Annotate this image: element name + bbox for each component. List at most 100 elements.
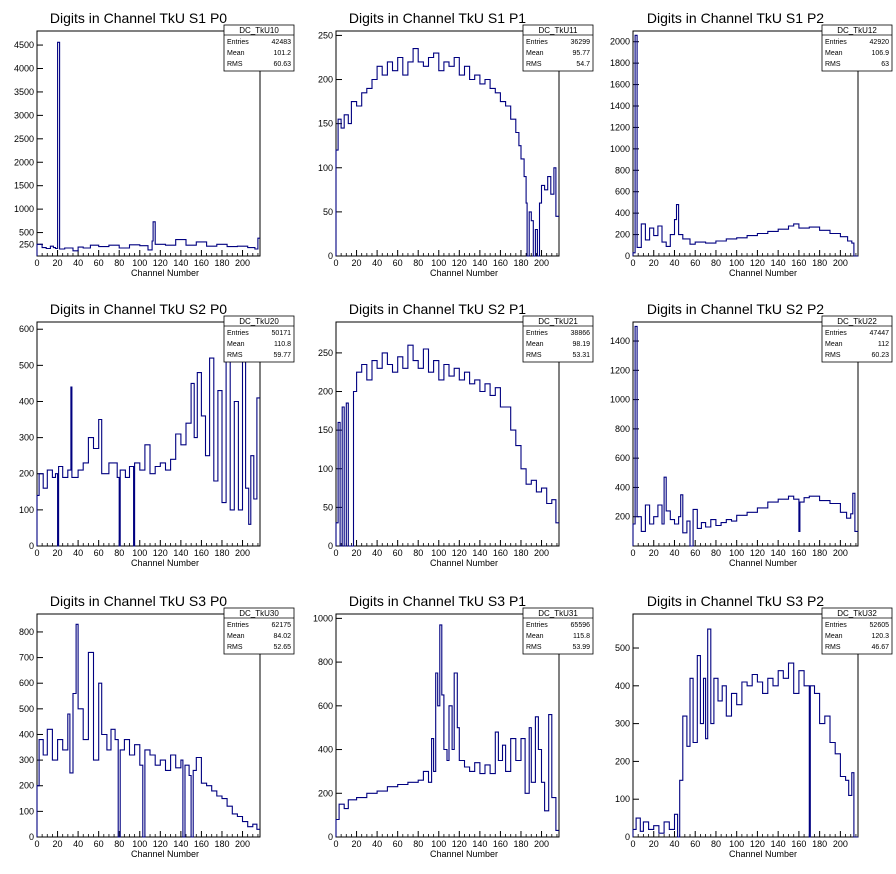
stats-label: Entries: [825, 39, 847, 46]
x-axis-label: Channel Number: [729, 849, 797, 859]
stats-value: 52.65: [273, 644, 291, 651]
y-tick-label: 600: [615, 453, 630, 463]
x-tick-label: 60: [94, 548, 104, 558]
x-tick-label: 60: [690, 258, 700, 268]
x-tick-label: 20: [352, 839, 362, 849]
y-tick-label: 400: [615, 482, 630, 492]
y-tick-label: 500: [19, 228, 34, 238]
plot-frame: [632, 321, 859, 547]
x-tick-label: 80: [413, 258, 423, 268]
stats-value: 106.9: [871, 50, 889, 57]
chart-title: Digits in Channel TkU S1 P0: [50, 10, 227, 26]
stats-value: 42920: [870, 39, 890, 46]
x-tick-label: 20: [649, 548, 659, 558]
stats-value: 84.02: [273, 633, 291, 640]
stats-histogram-name: DC_TkU32: [837, 609, 877, 618]
y-tick-label: 200: [615, 230, 630, 240]
stats-box: DC_TkU12 Entries 42920 Mean 106.9 RMS 63: [821, 24, 893, 72]
y-tick-label: 0: [328, 251, 333, 261]
x-tick-label: 40: [372, 258, 382, 268]
histogram-panel: Digits in Channel TkU S2 P0 0 20 40 60 80 100 1…: [19, 301, 295, 568]
plot-frame: [335, 321, 560, 547]
stats-histogram-name: DC_TkU12: [837, 26, 877, 35]
x-tick-label: 0: [333, 258, 338, 268]
stats-box: DC_TkU22 Entries 47447 Mean 112 RMS 60.23: [821, 315, 893, 363]
y-tick-label: 100: [318, 163, 333, 173]
x-tick-label: 180: [513, 258, 528, 268]
x-tick-label: 100: [431, 548, 446, 558]
stats-value: 112: [878, 341, 889, 348]
plot-frame: [632, 613, 859, 838]
histogram-series: [632, 628, 858, 838]
y-tick-label: 1400: [610, 336, 630, 346]
x-tick-label: 80: [114, 258, 124, 268]
stats-histogram-name: DC_TkU10: [239, 26, 279, 35]
x-tick-label: 120: [750, 548, 765, 558]
histogram-panel: Digits in Channel TkU S2 P2 0 20 40 60 80 100 1…: [610, 301, 893, 568]
stats-histogram-name: DC_TkU21: [538, 317, 578, 326]
stats-value: 53.31: [572, 352, 590, 359]
y-tick-label: 300: [19, 755, 34, 765]
x-tick-label: 120: [153, 839, 168, 849]
y-tick-label: 2000: [14, 157, 34, 167]
stats-box: DC_TkU10 Entries 42483 Mean 101.2 RMS 60.63: [223, 24, 295, 72]
chart-title: Digits in Channel TkU S1 P2: [647, 10, 824, 26]
y-tick-label: 500: [615, 643, 630, 653]
x-tick-label: 120: [452, 258, 467, 268]
plot-frame: [36, 30, 261, 257]
histogram-panel: Digits in Channel TkU S3 P1 0 20 40 60 80 100 1…: [313, 593, 594, 859]
x-tick-label: 20: [352, 258, 362, 268]
x-tick-label: 40: [669, 258, 679, 268]
y-tick-label: 4500: [14, 40, 34, 50]
x-tick-label: 100: [431, 839, 446, 849]
stats-label: RMS: [825, 61, 841, 68]
stats-label: RMS: [526, 352, 542, 359]
y-tick-label: 200: [318, 75, 333, 85]
x-tick-label: 0: [630, 258, 635, 268]
y-tick-label: 0: [29, 541, 34, 551]
x-tick-label: 160: [194, 548, 209, 558]
y-tick-label: 400: [318, 745, 333, 755]
x-tick-label: 80: [114, 839, 124, 849]
y-tick-label: 1500: [14, 181, 34, 191]
y-tick-label: 150: [318, 425, 333, 435]
x-tick-label: 100: [729, 839, 744, 849]
y-tick-label: 1000: [14, 204, 34, 214]
x-axis-label: Channel Number: [131, 558, 199, 568]
y-tick-label: 250: [318, 30, 333, 40]
x-tick-label: 180: [214, 548, 229, 558]
x-tick-label: 120: [452, 839, 467, 849]
stats-label: Entries: [526, 330, 548, 337]
histogram-panel: Digits in Channel TkU S3 P2 0 20 40 60 80 100 1…: [615, 593, 893, 859]
y-tick-label: 400: [615, 208, 630, 218]
y-tick-label: 400: [19, 729, 34, 739]
y-tick-label: 400: [19, 396, 34, 406]
stats-label: Entries: [227, 622, 249, 629]
histogram-series: [36, 335, 260, 547]
histogram-series: [632, 34, 858, 257]
y-tick-label: 0: [328, 541, 333, 551]
x-tick-label: 120: [153, 548, 168, 558]
stats-value: 38866: [571, 330, 591, 337]
chart-title: Digits in Channel TkU S2 P0: [50, 301, 227, 317]
stats-value: 63: [881, 61, 889, 68]
stats-histogram-name: DC_TkU30: [239, 609, 279, 618]
stats-value: 50171: [272, 330, 292, 337]
stats-value: 62175: [272, 622, 292, 629]
x-axis-label: Channel Number: [430, 558, 498, 568]
y-tick-label: 0: [625, 251, 630, 261]
x-tick-label: 40: [669, 839, 679, 849]
y-tick-label: 1000: [610, 144, 630, 154]
stats-histogram-name: DC_TkU22: [837, 317, 877, 326]
x-tick-label: 180: [214, 258, 229, 268]
y-tick-label: 1200: [610, 122, 630, 132]
stats-label: RMS: [825, 644, 841, 651]
x-tick-label: 0: [333, 548, 338, 558]
x-tick-label: 40: [73, 258, 83, 268]
x-tick-label: 140: [173, 839, 188, 849]
histogram-panel: Digits in Channel TkU S1 P2 0 20 40 60 80 100 1…: [610, 10, 893, 278]
stats-label: Entries: [825, 330, 847, 337]
x-tick-label: 140: [173, 548, 188, 558]
x-tick-label: 100: [132, 258, 147, 268]
x-tick-label: 140: [472, 548, 487, 558]
